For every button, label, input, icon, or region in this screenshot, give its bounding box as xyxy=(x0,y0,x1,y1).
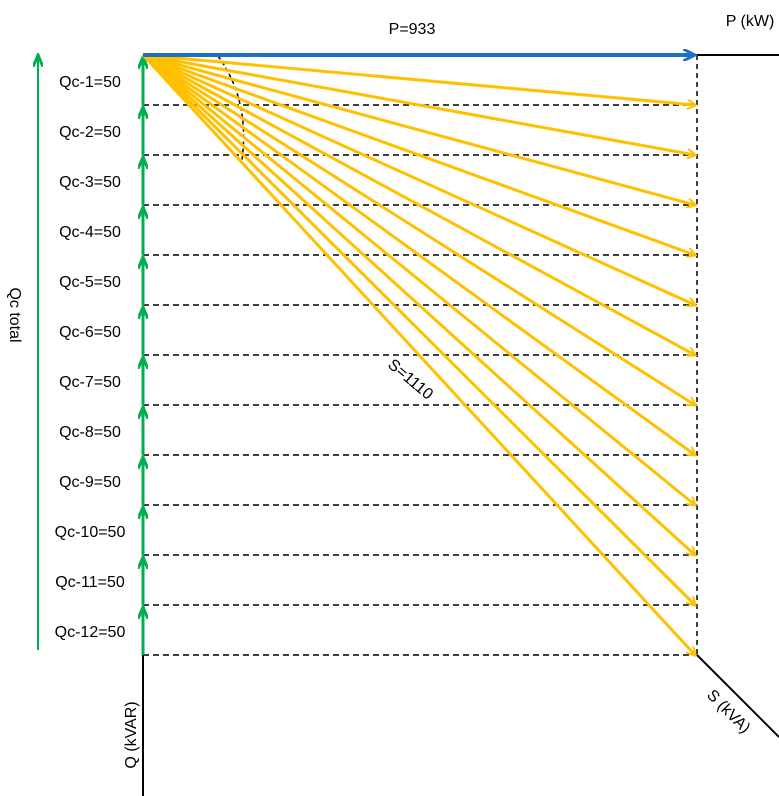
s-vector xyxy=(142,53,695,455)
qc-step-label: Qc-11=50 xyxy=(55,574,125,591)
s-vector xyxy=(142,53,695,205)
q-axis-label: Q (kVAR) xyxy=(123,701,140,768)
qc-total-label: Qc total xyxy=(6,287,23,342)
s-vector xyxy=(141,53,695,605)
qc-step-label: Qc-10=50 xyxy=(55,524,126,541)
qc-step-label: Qc-4=50 xyxy=(59,224,121,241)
qc-step-label: Qc-1=50 xyxy=(59,74,121,91)
s-vector xyxy=(142,53,695,405)
qc-step-label: Qc-6=50 xyxy=(59,324,121,341)
qc-step-label: Qc-9=50 xyxy=(59,474,121,491)
s-vector xyxy=(142,53,695,155)
s-axis-line xyxy=(696,654,779,738)
s-vector xyxy=(142,53,695,105)
s-vector xyxy=(142,53,695,505)
p-axis-label: P (kW) xyxy=(726,13,775,30)
p-label: P=933 xyxy=(389,21,436,38)
qc-step-label: Qc-8=50 xyxy=(59,424,121,441)
qc-step-label: Qc-5=50 xyxy=(59,274,121,291)
s-vector xyxy=(142,53,695,355)
qc-step-label: Qc-7=50 xyxy=(59,374,121,391)
s-vector xyxy=(141,53,695,555)
qc-step-label: Qc-2=50 xyxy=(59,124,121,141)
s-axis-label: S (kVA) xyxy=(703,687,753,737)
qc-step-label: Qc-3=50 xyxy=(59,174,121,191)
s-vector xyxy=(142,53,695,255)
s-vector xyxy=(142,53,695,305)
s-vector xyxy=(141,53,695,655)
qc-step-label: Qc-12=50 xyxy=(55,624,126,641)
